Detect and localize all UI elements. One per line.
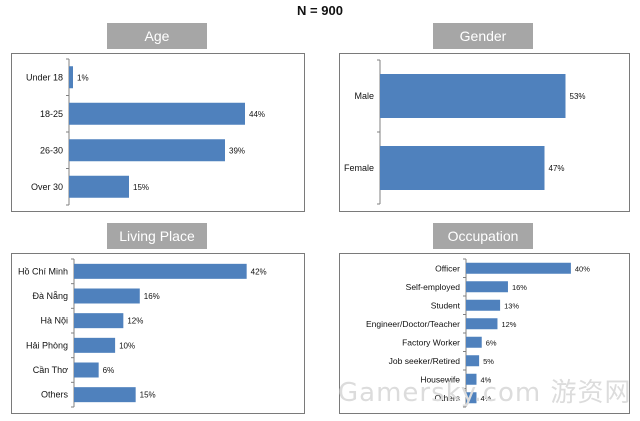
occupation-chart: Officer 40% Self-employed 16% Student 13% Engi… xyxy=(366,258,590,408)
occupation-category-label: Housewife xyxy=(420,374,460,384)
gender-data-label: 53% xyxy=(570,92,586,101)
age-category-label: 18-25 xyxy=(40,109,63,119)
occupation-data-label: 4% xyxy=(480,375,491,384)
living-data-label: 6% xyxy=(103,366,115,375)
occupation-category-label: Self-employed xyxy=(406,282,461,292)
occupation-bar xyxy=(466,355,480,367)
age-chart: Under 18 1% 18-25 44% 26-30 39% Over 30 15% xyxy=(26,58,265,206)
occupation-data-label: 5% xyxy=(483,357,494,366)
age-data-label: 44% xyxy=(249,110,265,119)
living-category-label: Hồ Chí Minh xyxy=(18,266,68,276)
gender-data-label: 47% xyxy=(549,164,565,173)
age-data-label: 15% xyxy=(133,183,149,192)
living-category-label: Hải Phòng xyxy=(26,340,68,350)
occupation-category-label: Student xyxy=(431,300,461,310)
living-data-label: 16% xyxy=(144,292,160,301)
living-bar xyxy=(74,337,116,353)
living-place-panel: Hồ Chí Minh 42% Đà Nẵng 16% Hà Nội 12% Hải Phò… xyxy=(11,253,305,414)
age-header: Age xyxy=(107,23,207,49)
occupation-data-label: 13% xyxy=(504,301,519,310)
living-bar xyxy=(74,313,124,329)
age-bar xyxy=(69,175,129,198)
age-panel: Under 18 1% 18-25 44% 26-30 39% Over 30 15% xyxy=(11,53,305,212)
living-data-label: 15% xyxy=(140,391,156,400)
living-data-label: 12% xyxy=(127,317,143,326)
occupation-bar xyxy=(466,299,501,311)
age-data-label: 1% xyxy=(77,73,89,82)
living-bar xyxy=(74,288,140,304)
living-bar xyxy=(74,387,136,403)
living-bar xyxy=(74,263,247,279)
gender-category-label: Female xyxy=(344,163,374,173)
age-category-label: Over 30 xyxy=(31,182,63,192)
living-bar xyxy=(74,362,99,378)
living-category-label: Hà Nội xyxy=(40,316,68,326)
occupation-bar xyxy=(466,318,498,330)
occupation-category-label: Engineer/Doctor/Teacher xyxy=(366,319,460,329)
living-data-label: 42% xyxy=(251,267,267,276)
living-category-label: Others xyxy=(41,390,69,400)
occupation-data-label: 40% xyxy=(575,264,590,273)
occupation-data-label: 6% xyxy=(486,338,497,347)
gender-panel: Male 53% Female 47% xyxy=(339,53,630,212)
gender-bar xyxy=(380,74,566,118)
living-category-label: Đà Nẵng xyxy=(32,291,68,301)
living-place-chart: Hồ Chí Minh 42% Đà Nẵng 16% Hà Nội 12% Hải Phò… xyxy=(18,258,267,408)
gender-category-label: Male xyxy=(354,91,374,101)
gender-chart: Male 53% Female 47% xyxy=(344,59,586,205)
occupation-category-label: Job seeker/Retired xyxy=(389,356,461,366)
occupation-data-label: 16% xyxy=(512,283,527,292)
living-place-header: Living Place xyxy=(107,223,207,249)
age-bar xyxy=(69,102,245,125)
age-bar xyxy=(69,66,73,89)
occupation-category-label: Officer xyxy=(435,263,460,273)
watermark: Gamersky.com 游资网 xyxy=(338,378,632,408)
age-data-label: 39% xyxy=(229,146,245,155)
occupation-bar xyxy=(466,262,571,274)
gender-header: Gender xyxy=(433,23,533,49)
occupation-bar xyxy=(466,392,477,404)
occupation-data-label: 12% xyxy=(501,320,516,329)
occupation-bar xyxy=(466,336,482,348)
occupation-panel: Officer 40% Self-employed 16% Student 13% Engi… xyxy=(339,253,630,414)
living-data-label: 10% xyxy=(119,341,135,350)
gender-bar xyxy=(380,146,545,190)
chart-main-title: N = 900 xyxy=(297,3,343,18)
occupation-category-label: Factory Worker xyxy=(402,337,460,347)
age-category-label: Under 18 xyxy=(26,72,63,82)
occupation-data-label: 4% xyxy=(480,394,491,403)
living-category-label: Cần Thơ xyxy=(33,365,68,375)
age-category-label: 26-30 xyxy=(40,145,63,155)
occupation-category-label: Others xyxy=(434,393,460,403)
occupation-bar xyxy=(466,373,477,385)
occupation-header: Occupation xyxy=(433,223,533,249)
occupation-bar xyxy=(466,281,508,293)
age-bar xyxy=(69,139,225,162)
